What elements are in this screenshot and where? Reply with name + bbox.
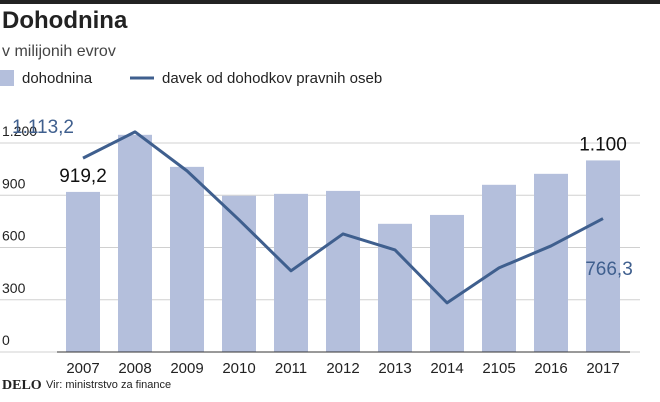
y-tick-label: 0: [2, 332, 10, 348]
x-tick-label: 2012: [326, 360, 359, 377]
chart-subtitle: v milijonih evrov: [2, 43, 116, 60]
x-tick-label: 2007: [66, 360, 99, 377]
x-tick-label: 2105: [482, 360, 515, 377]
x-tick-label: 2013: [378, 360, 411, 377]
bar: [170, 166, 204, 352]
value-label: 766,3: [585, 259, 633, 280]
footer-source: Vir: ministrstvo za finance: [46, 379, 171, 391]
value-label: 919,2: [59, 166, 107, 187]
legend-label: dohodnina: [22, 70, 93, 87]
y-tick-label: 1.200: [2, 123, 37, 139]
legend-label: davek od dohodkov pravnih oseb: [162, 70, 382, 87]
x-tick-label: 2009: [170, 360, 203, 377]
x-tick-label: 2016: [534, 360, 567, 377]
bar: [430, 214, 464, 352]
chart-title: Dohodnina: [2, 7, 128, 34]
bar: [66, 191, 100, 352]
x-tick-label: 2017: [586, 360, 619, 377]
x-tick-label: 2010: [222, 360, 255, 377]
bar: [586, 160, 620, 352]
x-tick-label: 2014: [430, 360, 463, 377]
x-tick-label: 2008: [118, 360, 151, 377]
bar: [118, 134, 152, 352]
bar: [534, 173, 568, 352]
legend-swatch: [0, 70, 14, 86]
top-rule: [0, 0, 660, 4]
value-label: 1.113,2: [12, 117, 74, 138]
y-tick-label: 300: [2, 280, 26, 296]
y-tick-label: 900: [2, 175, 26, 191]
bar: [326, 190, 360, 352]
bar: [378, 223, 412, 352]
footer-logo: DELO: [2, 378, 42, 393]
y-tick-label: 600: [2, 228, 26, 244]
bar: [274, 193, 308, 352]
value-label: 1.100: [579, 134, 627, 155]
x-tick-label: 2011: [275, 360, 307, 377]
line: [82, 130, 604, 305]
